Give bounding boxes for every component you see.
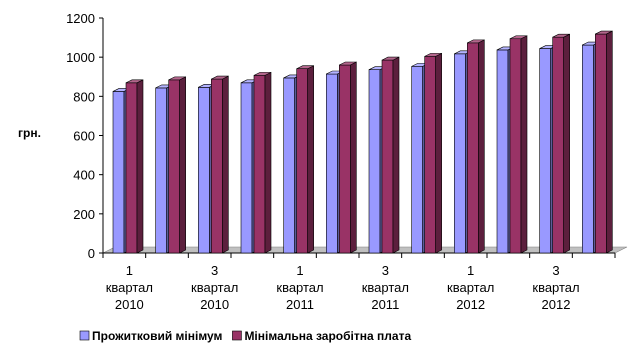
bar-top <box>211 75 229 80</box>
y-tick-label: 400 <box>73 168 95 183</box>
legend-swatch <box>232 330 242 341</box>
bar-front <box>211 78 223 254</box>
x-category-label: 3 <box>211 263 218 278</box>
bar-front <box>467 42 479 254</box>
y-tick-label: 1000 <box>66 50 95 65</box>
bar-front <box>454 53 466 254</box>
bar-front <box>283 77 295 254</box>
legend: Прожитковий мінімум Мінімальна заробітна … <box>79 329 411 343</box>
x-category-label: 2010 <box>115 297 144 312</box>
bar-front <box>368 69 381 254</box>
bar-top <box>339 61 357 66</box>
bar-front <box>381 59 394 254</box>
y-tick-label: 1200 <box>66 11 95 26</box>
bar-side <box>307 65 314 254</box>
bar-front <box>296 68 308 254</box>
bar-front <box>582 44 594 254</box>
x-category-label: 2011 <box>371 297 399 312</box>
bar-side <box>392 56 400 254</box>
x-category-label: квартал <box>532 280 579 295</box>
x-category-label: квартал <box>447 280 494 295</box>
y-tick-label: 0 <box>88 246 95 261</box>
bar-side <box>606 30 613 254</box>
bar-front <box>125 82 138 254</box>
x-category-label: 2012 <box>456 297 485 312</box>
bar-front <box>198 87 210 254</box>
bar-front <box>253 75 266 254</box>
x-category-label: 3 <box>552 263 559 278</box>
x-category-label: 3 <box>382 263 389 278</box>
bar-side <box>264 71 272 254</box>
bar-side <box>222 75 229 254</box>
x-category-label: 1 <box>126 263 133 278</box>
bar-front <box>168 79 180 254</box>
x-category-label: 2010 <box>200 297 229 312</box>
bar-top <box>509 35 528 40</box>
bar-front <box>424 56 436 254</box>
bar-side <box>520 35 528 254</box>
bar-side <box>179 76 186 254</box>
bar-front <box>326 73 338 254</box>
bar-top <box>595 30 613 35</box>
y-tick-label: 200 <box>73 207 95 222</box>
x-category-label: 2012 <box>542 297 571 312</box>
bar-front <box>155 87 167 254</box>
bar-front <box>509 38 522 254</box>
bar-top <box>381 56 400 61</box>
y-tick-label: 800 <box>73 89 95 104</box>
bar-front <box>595 33 607 254</box>
bar-side <box>563 33 570 254</box>
legend-swatch <box>79 330 90 341</box>
y-axis-label: грн. <box>18 126 41 140</box>
bar-front <box>496 49 509 254</box>
bar-front <box>240 82 253 254</box>
y-tick-label: 600 <box>73 129 95 144</box>
x-category-label: квартал <box>276 280 323 295</box>
legend-label: Прожитковий мінімум <box>92 329 223 343</box>
bar-top <box>424 53 442 57</box>
x-category-label: квартал <box>106 280 153 295</box>
bar-front <box>339 64 351 254</box>
x-category-label: 2011 <box>286 297 314 312</box>
bar-top <box>168 76 186 81</box>
y-axis-ticks: 0 200 400 600 800 1000 1200 <box>66 11 103 261</box>
bar-front <box>539 48 551 254</box>
bar-side <box>478 39 485 254</box>
bar-top <box>253 72 272 76</box>
x-category-label: 1 <box>467 263 474 278</box>
bar-front <box>112 91 125 254</box>
bar-top <box>125 79 144 84</box>
bar-top <box>467 39 485 44</box>
x-category-label: квартал <box>362 280 409 295</box>
bar-side <box>350 61 357 254</box>
bars <box>112 30 613 254</box>
x-category-label: квартал <box>191 280 238 295</box>
bar-top <box>296 65 314 70</box>
bar-front <box>411 66 423 254</box>
bar-top <box>552 33 570 38</box>
bar-side <box>136 79 144 254</box>
bar-side <box>435 52 442 254</box>
x-axis-category-labels: 1 квартал 2010 3 квартал 2010 1 квартал 2011 3 ква… <box>106 263 580 312</box>
x-category-label: 1 <box>296 263 303 278</box>
bar-front <box>552 36 564 254</box>
legend-label: Мінімальна заробітна плата <box>244 329 411 343</box>
